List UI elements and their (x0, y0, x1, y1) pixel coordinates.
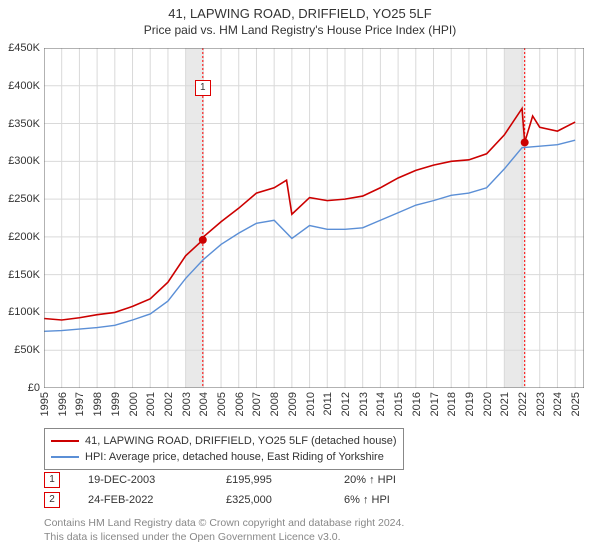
sale-delta: 6% ↑ HPI (344, 494, 390, 506)
x-tick-label: 2016 (411, 392, 423, 416)
y-tick-label: £0 (0, 382, 40, 394)
legend-row: 41, LAPWING ROAD, DRIFFIELD, YO25 5LF (d… (51, 433, 397, 449)
legend-label: 41, LAPWING ROAD, DRIFFIELD, YO25 5LF (d… (85, 433, 397, 449)
x-tick-label: 2013 (358, 392, 370, 416)
page-container: 41, LAPWING ROAD, DRIFFIELD, YO25 5LF Pr… (0, 0, 600, 560)
x-tick-label: 1997 (74, 392, 86, 416)
sale-price: £195,995 (226, 474, 316, 486)
sale-marker-icon: 1 (44, 472, 60, 488)
y-tick-label: £50K (0, 344, 40, 356)
x-tick-label: 2002 (163, 392, 175, 416)
y-tick-label: £200K (0, 231, 40, 243)
x-tick-label: 2018 (446, 392, 458, 416)
sale-marker-1: 1 (195, 80, 211, 96)
line-chart (44, 48, 584, 388)
x-tick-label: 2000 (128, 392, 140, 416)
y-tick-label: £400K (0, 80, 40, 92)
x-tick-label: 2001 (145, 392, 157, 416)
footer-line-1: Contains HM Land Registry data © Crown c… (44, 516, 404, 530)
y-tick-label: £300K (0, 155, 40, 167)
x-tick-label: 2011 (322, 392, 334, 416)
legend-label: HPI: Average price, detached house, East… (85, 449, 384, 465)
legend-swatch (51, 456, 79, 458)
legend-row: HPI: Average price, detached house, East… (51, 449, 397, 465)
x-tick-label: 2012 (340, 392, 352, 416)
x-tick-label: 2017 (429, 392, 441, 416)
x-tick-label: 1998 (92, 392, 104, 416)
x-tick-label: 2019 (464, 392, 476, 416)
sales-table: 1 19-DEC-2003 £195,995 20% ↑ HPI 2 24-FEB-202… (44, 470, 396, 510)
legend-box: 41, LAPWING ROAD, DRIFFIELD, YO25 5LF (d… (44, 428, 404, 470)
y-tick-label: £350K (0, 118, 40, 130)
sale-marker-icon: 2 (44, 492, 60, 508)
sale-delta: 20% ↑ HPI (344, 474, 396, 486)
sale-row: 2 24-FEB-2022 £325,000 6% ↑ HPI (44, 490, 396, 510)
sale-row: 1 19-DEC-2003 £195,995 20% ↑ HPI (44, 470, 396, 490)
x-tick-label: 2024 (552, 392, 564, 416)
sale-date: 24-FEB-2022 (88, 494, 198, 506)
x-tick-label: 2008 (269, 392, 281, 416)
sale-date: 19-DEC-2003 (88, 474, 198, 486)
x-tick-label: 2025 (570, 392, 582, 416)
x-tick-label: 1995 (39, 392, 51, 416)
footer-line-2: This data is licensed under the Open Gov… (44, 530, 404, 544)
x-tick-label: 2010 (305, 392, 317, 416)
x-tick-label: 2021 (499, 392, 511, 416)
chart-area: £0£50K£100K£150K£200K£250K£300K£350K£400… (44, 48, 584, 388)
chart-subtitle: Price paid vs. HM Land Registry's House … (0, 23, 600, 37)
sale-price: £325,000 (226, 494, 316, 506)
x-tick-label: 2003 (181, 392, 193, 416)
x-tick-label: 2005 (216, 392, 228, 416)
legend-swatch (51, 440, 79, 442)
x-tick-label: 1999 (110, 392, 122, 416)
x-tick-label: 2023 (535, 392, 547, 416)
chart-title: 41, LAPWING ROAD, DRIFFIELD, YO25 5LF (0, 0, 600, 21)
x-tick-label: 2022 (517, 392, 529, 416)
footer-attribution: Contains HM Land Registry data © Crown c… (44, 516, 404, 544)
x-tick-label: 2015 (393, 392, 405, 416)
y-tick-label: £150K (0, 269, 40, 281)
x-tick-label: 2009 (287, 392, 299, 416)
y-tick-label: £250K (0, 193, 40, 205)
x-tick-label: 2007 (251, 392, 263, 416)
x-tick-label: 2004 (198, 392, 210, 416)
y-tick-label: £100K (0, 306, 40, 318)
x-tick-label: 2014 (375, 392, 387, 416)
x-tick-label: 2006 (234, 392, 246, 416)
x-tick-label: 2020 (482, 392, 494, 416)
y-tick-label: £450K (0, 42, 40, 54)
x-tick-label: 1996 (57, 392, 69, 416)
